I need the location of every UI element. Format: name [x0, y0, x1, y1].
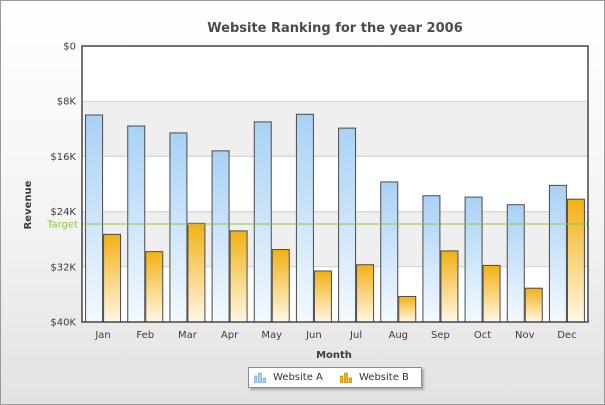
- bar-website-a-apr[interactable]: [211, 150, 230, 323]
- bar-website-a-sep[interactable]: [422, 195, 441, 323]
- bar-website-a-nov[interactable]: [506, 204, 525, 323]
- x-tick-label: Dec: [557, 330, 576, 341]
- bar-series-icon: [340, 372, 352, 383]
- bar-website-a-dec[interactable]: [548, 184, 567, 323]
- y-tick-label: $32K: [50, 262, 76, 273]
- bar-website-b-jun[interactable]: [313, 270, 332, 323]
- bar-website-a-jul[interactable]: [338, 127, 357, 323]
- y-tick-label: $0: [63, 42, 76, 53]
- x-tick-label: Mar: [178, 330, 198, 341]
- bar-website-b-aug[interactable]: [398, 295, 417, 323]
- x-tick-label: Oct: [474, 330, 491, 341]
- y-tick-label: $8K: [57, 97, 77, 108]
- y-tick-label: $40K: [50, 318, 76, 329]
- y-tick-label: $24K: [50, 207, 76, 218]
- bar-series-icon: [254, 372, 266, 383]
- bar-website-a-jan[interactable]: [85, 114, 104, 323]
- x-axis-title: Month: [316, 350, 352, 361]
- legend-label-website-b: Website B: [359, 372, 409, 383]
- plot-border: [81, 45, 589, 323]
- bar-website-b-nov[interactable]: [524, 287, 543, 323]
- x-tick-label: May: [261, 330, 282, 341]
- bar-website-a-mar[interactable]: [169, 132, 188, 323]
- bar-website-a-aug[interactable]: [380, 181, 399, 323]
- plot-area: Target $0 $8K $16K $24K $32K $40K Jan Feb Mar Apr M…: [46, 42, 589, 341]
- bar-website-b-dec[interactable]: [566, 198, 585, 323]
- x-tick-label: Sep: [431, 330, 450, 341]
- chart-title: Website Ranking for the year 2006: [207, 21, 463, 36]
- x-tick-label: Jul: [349, 330, 362, 341]
- bar-website-a-jun[interactable]: [295, 113, 314, 323]
- bar-website-a-may[interactable]: [253, 121, 272, 323]
- bar-website-b-may[interactable]: [271, 249, 290, 323]
- bar-website-b-oct[interactable]: [482, 264, 501, 323]
- x-tick-label: Apr: [221, 330, 239, 341]
- legend-label-website-a: Website A: [273, 372, 323, 383]
- plot-background: [82, 46, 588, 322]
- bar-website-b-apr[interactable]: [229, 230, 248, 323]
- x-tick-label: Aug: [388, 330, 408, 341]
- y-axis-title: Revenue: [23, 180, 34, 229]
- bar-website-b-jan[interactable]: [103, 233, 122, 323]
- grid-band: [82, 211, 588, 267]
- y-tick-label: $16K: [50, 152, 76, 163]
- bar-website-a-oct[interactable]: [464, 196, 483, 323]
- bar-website-b-jul[interactable]: [356, 264, 375, 323]
- x-tick-label: Feb: [136, 330, 154, 341]
- x-tick-label: Nov: [515, 330, 535, 341]
- grid-band: [82, 101, 588, 157]
- legend: Website A Website B: [248, 367, 422, 388]
- x-tick-label: Jan: [94, 330, 110, 341]
- bar-website-b-mar[interactable]: [187, 222, 206, 323]
- target-label: Target: [46, 220, 78, 231]
- bar-website-b-feb[interactable]: [145, 251, 164, 323]
- x-tick-label: Jun: [305, 330, 322, 341]
- bar-website-b-sep[interactable]: [440, 250, 459, 323]
